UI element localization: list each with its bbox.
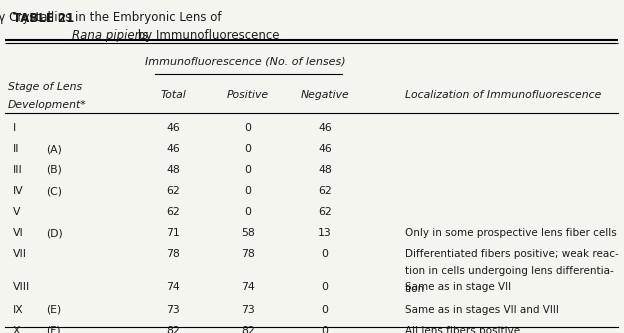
Text: 78: 78	[241, 249, 255, 259]
Text: 62: 62	[318, 207, 332, 217]
Text: 0: 0	[245, 186, 251, 196]
Text: (C): (C)	[46, 186, 62, 196]
Text: tion: tion	[405, 284, 425, 294]
Text: 48: 48	[166, 165, 180, 175]
Text: 13: 13	[318, 228, 332, 238]
Text: 62: 62	[318, 186, 332, 196]
Text: Immunofluorescence (No. of lenses): Immunofluorescence (No. of lenses)	[145, 56, 345, 66]
Text: 82: 82	[166, 326, 180, 333]
Text: III: III	[13, 165, 22, 175]
Text: 48: 48	[318, 165, 332, 175]
Text: Stage of Lens: Stage of Lens	[8, 82, 82, 92]
Text: Only in some prospective lens fiber cells: Only in some prospective lens fiber cell…	[405, 228, 617, 238]
Text: 0: 0	[245, 165, 251, 175]
Text: Same as in stages VII and VIII: Same as in stages VII and VIII	[405, 305, 559, 315]
Text: II: II	[13, 144, 19, 154]
Text: Rana pipiens: Rana pipiens	[72, 29, 149, 42]
Text: 0: 0	[245, 144, 251, 154]
Text: Development*: Development*	[8, 100, 87, 110]
Text: 74: 74	[166, 281, 180, 292]
Text: (F): (F)	[46, 326, 61, 333]
Text: 71: 71	[166, 228, 180, 238]
Text: (E): (E)	[46, 305, 61, 315]
Text: 62: 62	[166, 186, 180, 196]
Text: All lens fibers positive: All lens fibers positive	[405, 326, 520, 333]
Text: 0: 0	[245, 207, 251, 217]
Text: (D): (D)	[46, 228, 63, 238]
Text: 78: 78	[166, 249, 180, 259]
Text: 0: 0	[321, 249, 328, 259]
Text: Negative: Negative	[301, 90, 349, 100]
Text: 46: 46	[318, 123, 332, 133]
Text: 0: 0	[321, 281, 328, 292]
Text: (A): (A)	[46, 144, 62, 154]
Text: TABLE 21: TABLE 21	[13, 12, 74, 25]
Text: Differentiated fibers positive; weak reac-: Differentiated fibers positive; weak rea…	[405, 249, 619, 259]
Text: Positive: Positive	[227, 90, 269, 100]
Text: 46: 46	[166, 144, 180, 154]
Text: 62: 62	[166, 207, 180, 217]
Text: I: I	[13, 123, 16, 133]
Text: VI: VI	[13, 228, 24, 238]
Text: 0: 0	[321, 326, 328, 333]
Text: VII: VII	[13, 249, 27, 259]
Text: VIII: VIII	[13, 281, 30, 292]
Text: V: V	[13, 207, 21, 217]
Text: 0: 0	[245, 123, 251, 133]
Text: 58: 58	[241, 228, 255, 238]
Text: 73: 73	[166, 305, 180, 315]
Text: (B): (B)	[46, 165, 62, 175]
Text: tion in cells undergoing lens differentia-: tion in cells undergoing lens differenti…	[405, 266, 614, 276]
Text: Same as in stage VII: Same as in stage VII	[405, 281, 511, 292]
Text: 46: 46	[318, 144, 332, 154]
Text: 46: 46	[166, 123, 180, 133]
Text: 0: 0	[321, 305, 328, 315]
Text: IV: IV	[13, 186, 24, 196]
Text: 73: 73	[241, 305, 255, 315]
Text: Detection of γ Crystallins in the Embryonic Lens of: Detection of γ Crystallins in the Embryo…	[0, 12, 222, 25]
Text: IX: IX	[13, 305, 24, 315]
Text: Total: Total	[160, 90, 186, 100]
Text: 82: 82	[241, 326, 255, 333]
Text: Localization of Immunofluorescence: Localization of Immunofluorescence	[405, 90, 602, 100]
Text: X: X	[13, 326, 21, 333]
Text: 74: 74	[241, 281, 255, 292]
Text: by Immunofluorescence: by Immunofluorescence	[134, 29, 280, 42]
